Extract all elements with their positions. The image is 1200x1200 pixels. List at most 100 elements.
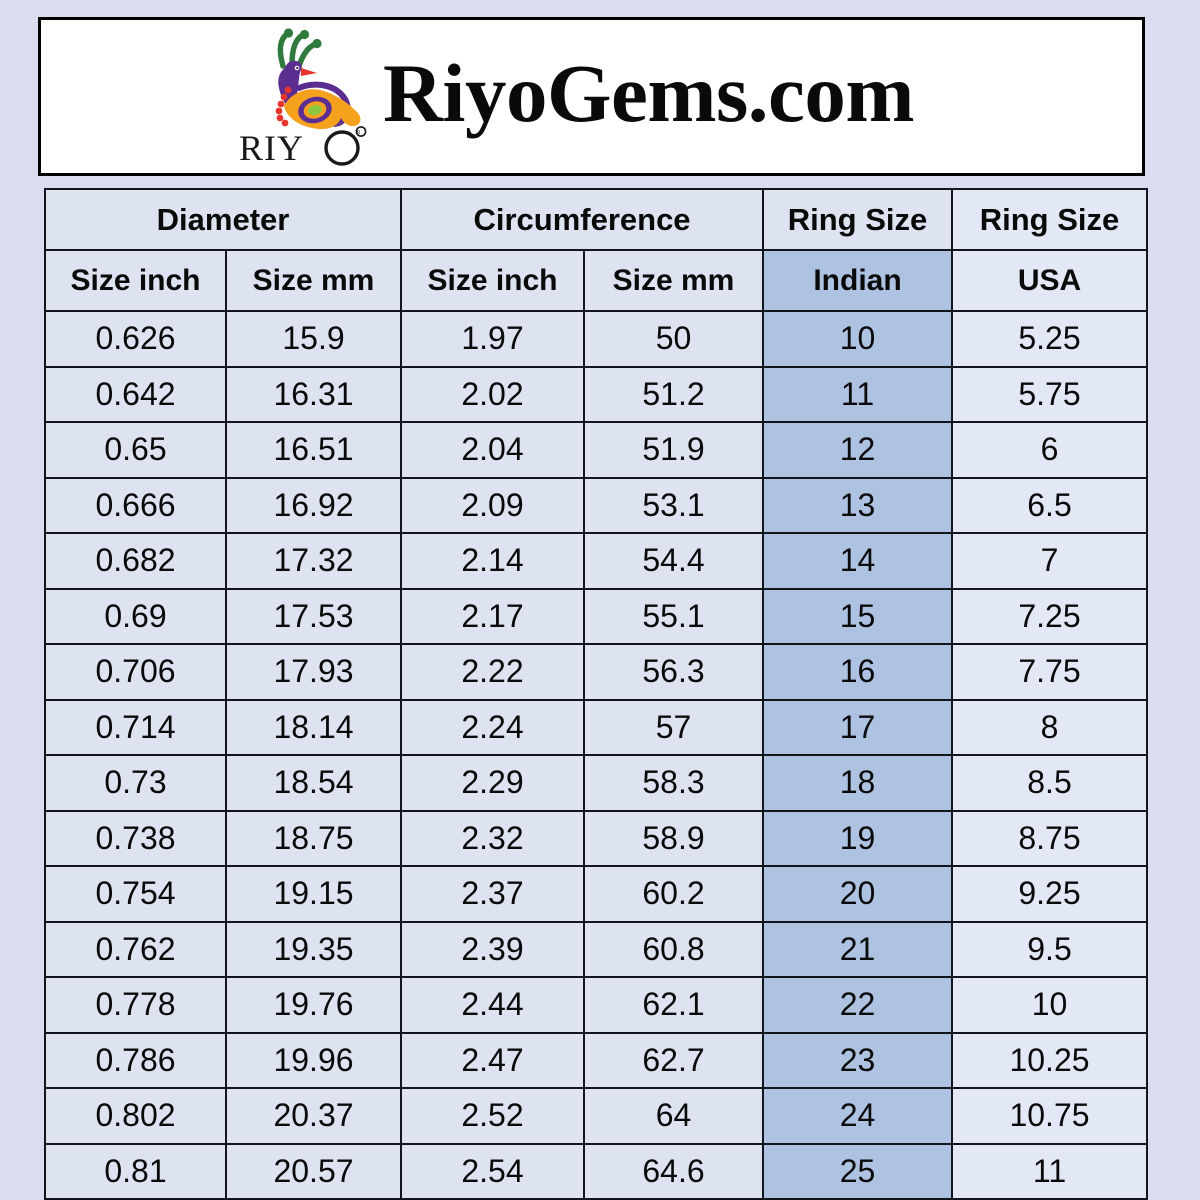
riyo-wordmark-icon: RIY R [239,125,367,168]
cell-indian: 19 [762,809,953,867]
sub-header-diameter-inch: Size inch [44,249,227,312]
group-header-ring-size-indian: Ring Size [762,188,953,251]
cell-usa: 9.5 [951,920,1148,978]
cell-circumference-mm: 58.3 [583,754,764,812]
cell-circumference-mm: 51.9 [583,421,764,479]
table-row: 0.802 20.37 2.52 64 24 10.75 [44,1087,1148,1145]
sub-header-usa: USA [951,249,1148,312]
table-row: 0.714 18.14 2.24 57 17 8 [44,698,1148,756]
cell-diameter-mm: 17.53 [225,587,402,645]
cell-circumference-inch: 2.39 [400,920,585,978]
cell-indian: 20 [762,865,953,923]
cell-circumference-mm: 55.1 [583,587,764,645]
cell-circumference-inch: 2.17 [400,587,585,645]
cell-diameter-mm: 19.76 [225,976,402,1034]
cell-indian: 18 [762,754,953,812]
cell-circumference-mm: 62.1 [583,976,764,1034]
cell-circumference-mm: 58.9 [583,809,764,867]
page-title: RiyoGems.com [382,47,915,139]
cell-usa: 11 [951,1142,1148,1200]
cell-usa: 8.5 [951,754,1148,812]
cell-indian: 16 [762,643,953,701]
table-row: 0.786 19.96 2.47 62.7 23 10.25 [44,1031,1148,1089]
group-header-ring-size-usa: Ring Size [951,188,1148,251]
cell-diameter-inch: 0.762 [44,920,227,978]
cell-circumference-mm: 56.3 [583,643,764,701]
cell-indian: 11 [762,365,953,423]
cell-diameter-inch: 0.642 [44,365,227,423]
cell-diameter-mm: 19.35 [225,920,402,978]
cell-usa: 7.75 [951,643,1148,701]
cell-diameter-mm: 18.54 [225,754,402,812]
table-header: Diameter Circumference Ring Size Ring Si… [44,188,1148,312]
cell-circumference-inch: 2.52 [400,1087,585,1145]
cell-circumference-inch: 2.37 [400,865,585,923]
table-row: 0.738 18.75 2.32 58.9 19 8.75 [44,809,1148,867]
cell-circumference-inch: 2.24 [400,698,585,756]
cell-diameter-mm: 20.37 [225,1087,402,1145]
svg-text:RIY: RIY [239,128,304,168]
cell-circumference-inch: 2.04 [400,421,585,479]
svg-text:R: R [356,130,360,136]
riyo-logo: RIY R [233,22,373,172]
cell-diameter-inch: 0.802 [44,1087,227,1145]
cell-indian: 23 [762,1031,953,1089]
cell-circumference-inch: 2.02 [400,365,585,423]
table-row: 0.642 16.31 2.02 51.2 11 5.75 [44,365,1148,423]
brand-inner: RIY R RiyoGems.com [233,22,915,172]
cell-usa: 7.25 [951,587,1148,645]
cell-usa: 5.75 [951,365,1148,423]
cell-circumference-mm: 54.4 [583,532,764,590]
cell-indian: 25 [762,1142,953,1200]
cell-usa: 6.5 [951,476,1148,534]
cell-circumference-mm: 60.2 [583,865,764,923]
cell-indian: 17 [762,698,953,756]
cell-indian: 14 [762,532,953,590]
cell-diameter-mm: 16.51 [225,421,402,479]
cell-circumference-inch: 2.32 [400,809,585,867]
cell-indian: 22 [762,976,953,1034]
cell-diameter-inch: 0.81 [44,1142,227,1200]
cell-circumference-mm: 53.1 [583,476,764,534]
cell-circumference-mm: 57 [583,698,764,756]
table-body: 0.626 15.9 1.97 50 10 5.25 0.642 16.31 2.02 51.2 1… [44,310,1148,1200]
brand-header: RIY R RiyoGems.com [38,17,1145,176]
group-header-circumference: Circumference [400,188,764,251]
cell-diameter-inch: 0.682 [44,532,227,590]
cell-usa: 7 [951,532,1148,590]
cell-circumference-inch: 2.44 [400,976,585,1034]
ring-size-table: Diameter Circumference Ring Size Ring Si… [44,188,1148,1200]
cell-indian: 13 [762,476,953,534]
sub-header-circumference-mm: Size mm [583,249,764,312]
cell-indian: 24 [762,1087,953,1145]
cell-circumference-inch: 1.97 [400,310,585,368]
table-row: 0.778 19.76 2.44 62.1 22 10 [44,976,1148,1034]
sub-header-diameter-mm: Size mm [225,249,402,312]
cell-circumference-inch: 2.29 [400,754,585,812]
cell-indian: 21 [762,920,953,978]
cell-diameter-inch: 0.754 [44,865,227,923]
cell-diameter-mm: 18.14 [225,698,402,756]
cell-diameter-mm: 20.57 [225,1142,402,1200]
cell-diameter-inch: 0.73 [44,754,227,812]
table-row: 0.81 20.57 2.54 64.6 25 11 [44,1142,1148,1200]
cell-usa: 10.25 [951,1031,1148,1089]
cell-diameter-inch: 0.706 [44,643,227,701]
cell-diameter-inch: 0.69 [44,587,227,645]
cell-diameter-inch: 0.786 [44,1031,227,1089]
cell-circumference-mm: 60.8 [583,920,764,978]
cell-circumference-mm: 62.7 [583,1031,764,1089]
cell-usa: 8 [951,698,1148,756]
cell-usa: 10 [951,976,1148,1034]
cell-diameter-mm: 16.31 [225,365,402,423]
cell-usa: 8.75 [951,809,1148,867]
cell-circumference-mm: 64.6 [583,1142,764,1200]
cell-diameter-inch: 0.738 [44,809,227,867]
cell-indian: 10 [762,310,953,368]
cell-circumference-mm: 64 [583,1087,764,1145]
cell-diameter-mm: 15.9 [225,310,402,368]
cell-indian: 12 [762,421,953,479]
cell-diameter-mm: 19.96 [225,1031,402,1089]
cell-circumference-mm: 50 [583,310,764,368]
